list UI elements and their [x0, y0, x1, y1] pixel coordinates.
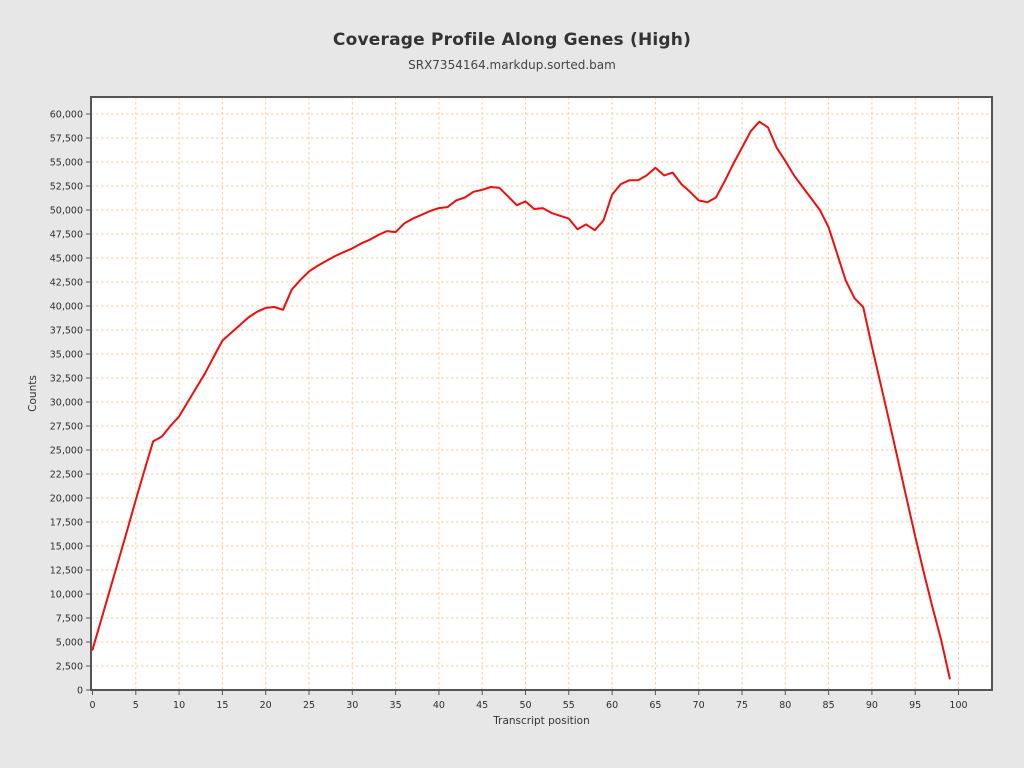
- svg-text:22,500: 22,500: [50, 470, 83, 481]
- svg-text:35: 35: [390, 700, 402, 711]
- svg-text:42,500: 42,500: [50, 278, 83, 289]
- svg-text:85: 85: [823, 700, 835, 711]
- svg-text:27,500: 27,500: [50, 422, 83, 433]
- svg-text:17,500: 17,500: [50, 518, 83, 529]
- svg-text:37,500: 37,500: [50, 326, 83, 337]
- svg-text:50: 50: [519, 700, 531, 711]
- svg-text:12,500: 12,500: [50, 566, 83, 577]
- svg-text:100: 100: [949, 700, 967, 711]
- svg-text:35,000: 35,000: [50, 350, 83, 361]
- svg-text:65: 65: [649, 700, 661, 711]
- plot-area: [91, 97, 992, 690]
- svg-text:20,000: 20,000: [50, 494, 83, 505]
- svg-text:7,500: 7,500: [56, 614, 83, 625]
- svg-text:5,000: 5,000: [56, 638, 83, 649]
- svg-text:60,000: 60,000: [50, 110, 83, 121]
- svg-text:40: 40: [433, 700, 445, 711]
- svg-text:60: 60: [606, 700, 618, 711]
- y-tick-labels: 0 2,500 5,000 7,500 10,000 12,500 15,000 17,500…: [50, 110, 83, 697]
- svg-text:50,000: 50,000: [50, 206, 83, 217]
- svg-text:25: 25: [303, 700, 315, 711]
- chart-subtitle: SRX7354164.markdup.sorted.bam: [408, 58, 616, 72]
- svg-text:30: 30: [346, 700, 358, 711]
- svg-text:70: 70: [693, 700, 705, 711]
- svg-text:20: 20: [260, 700, 272, 711]
- axis-ticks: [86, 113, 959, 695]
- svg-text:55,000: 55,000: [50, 158, 83, 169]
- svg-text:15: 15: [216, 700, 228, 711]
- svg-text:10: 10: [173, 700, 185, 711]
- svg-text:57,500: 57,500: [50, 134, 83, 145]
- svg-text:47,500: 47,500: [50, 230, 83, 241]
- svg-text:80: 80: [779, 700, 791, 711]
- svg-text:25,000: 25,000: [50, 446, 83, 457]
- svg-text:32,500: 32,500: [50, 374, 83, 385]
- chart-title: Coverage Profile Along Genes (High): [332, 30, 692, 50]
- svg-text:0: 0: [77, 686, 83, 697]
- x-tick-labels: 0 5 10 15 20 25 30 35 40 45 50 55 60 65 70 75 80 85 90 95 10…: [89, 700, 967, 711]
- svg-text:52,500: 52,500: [50, 182, 83, 193]
- svg-text:2,500: 2,500: [56, 662, 83, 673]
- plot-border: [90, 96, 993, 691]
- svg-text:55: 55: [563, 700, 575, 711]
- x-axis-label: Transcript position: [492, 715, 589, 727]
- y-axis-label: Counts: [27, 375, 39, 412]
- svg-text:45,000: 45,000: [50, 254, 83, 265]
- coverage-series-line: [91, 120, 951, 680]
- svg-text:45: 45: [476, 700, 488, 711]
- svg-text:15,000: 15,000: [50, 542, 83, 553]
- svg-text:90: 90: [866, 700, 878, 711]
- svg-text:95: 95: [909, 700, 921, 711]
- svg-text:75: 75: [736, 700, 748, 711]
- gridlines: [91, 97, 992, 690]
- svg-text:10,000: 10,000: [50, 590, 83, 601]
- svg-text:40,000: 40,000: [50, 302, 83, 313]
- svg-text:5: 5: [133, 700, 139, 711]
- svg-text:30,000: 30,000: [50, 398, 83, 409]
- svg-text:0: 0: [89, 700, 95, 711]
